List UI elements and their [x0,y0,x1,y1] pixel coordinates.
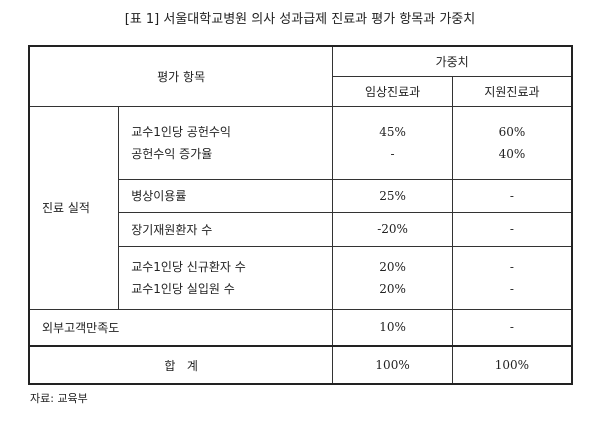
header-support: 지원진료과 [451,75,573,107]
row-support: - [451,211,573,247]
external-clinical: 10% [332,308,453,347]
row-clinical: 45% - [332,105,453,180]
row-support: -- [451,245,573,310]
row-clinical: 25% [332,178,453,213]
header-clinical: 임상진료과 [332,75,453,107]
external-label: 외부고객만족도 [28,308,334,347]
source-note: 자료: 교육부 [30,392,88,405]
total-support: 100% [451,345,573,385]
row-items: 장기재원환자 수 [118,211,334,247]
row-clinical: 20% 20% [332,245,453,310]
row-items: 교수1인당 신규환자 수 교수1인당 실입원 수 [118,245,334,310]
table-title: [표 1] 서울대학교병원 의사 성과급제 진료과 평가 항목과 가중치 [124,12,476,27]
row-clinical: -20% [332,211,453,247]
total-label: 합 계 [28,345,334,385]
header-item: 평가 항목 [28,45,334,107]
row-support: 60% 40% [451,105,573,180]
group-label: 진료 실적 [28,105,120,310]
external-support: - [451,308,573,347]
row-support: - [451,178,573,213]
header-weight: 가중치 [332,45,573,77]
weights-table: 평가 항목 가중치 임상진료과 지원진료과 진료 실적 교수1인당 공헌수익 공헌… [28,45,573,385]
row-items: 병상이용률 [118,178,334,213]
row-items: 교수1인당 공헌수익 공헌수익 증가율 [118,105,334,180]
total-clinical: 100% [332,345,453,385]
